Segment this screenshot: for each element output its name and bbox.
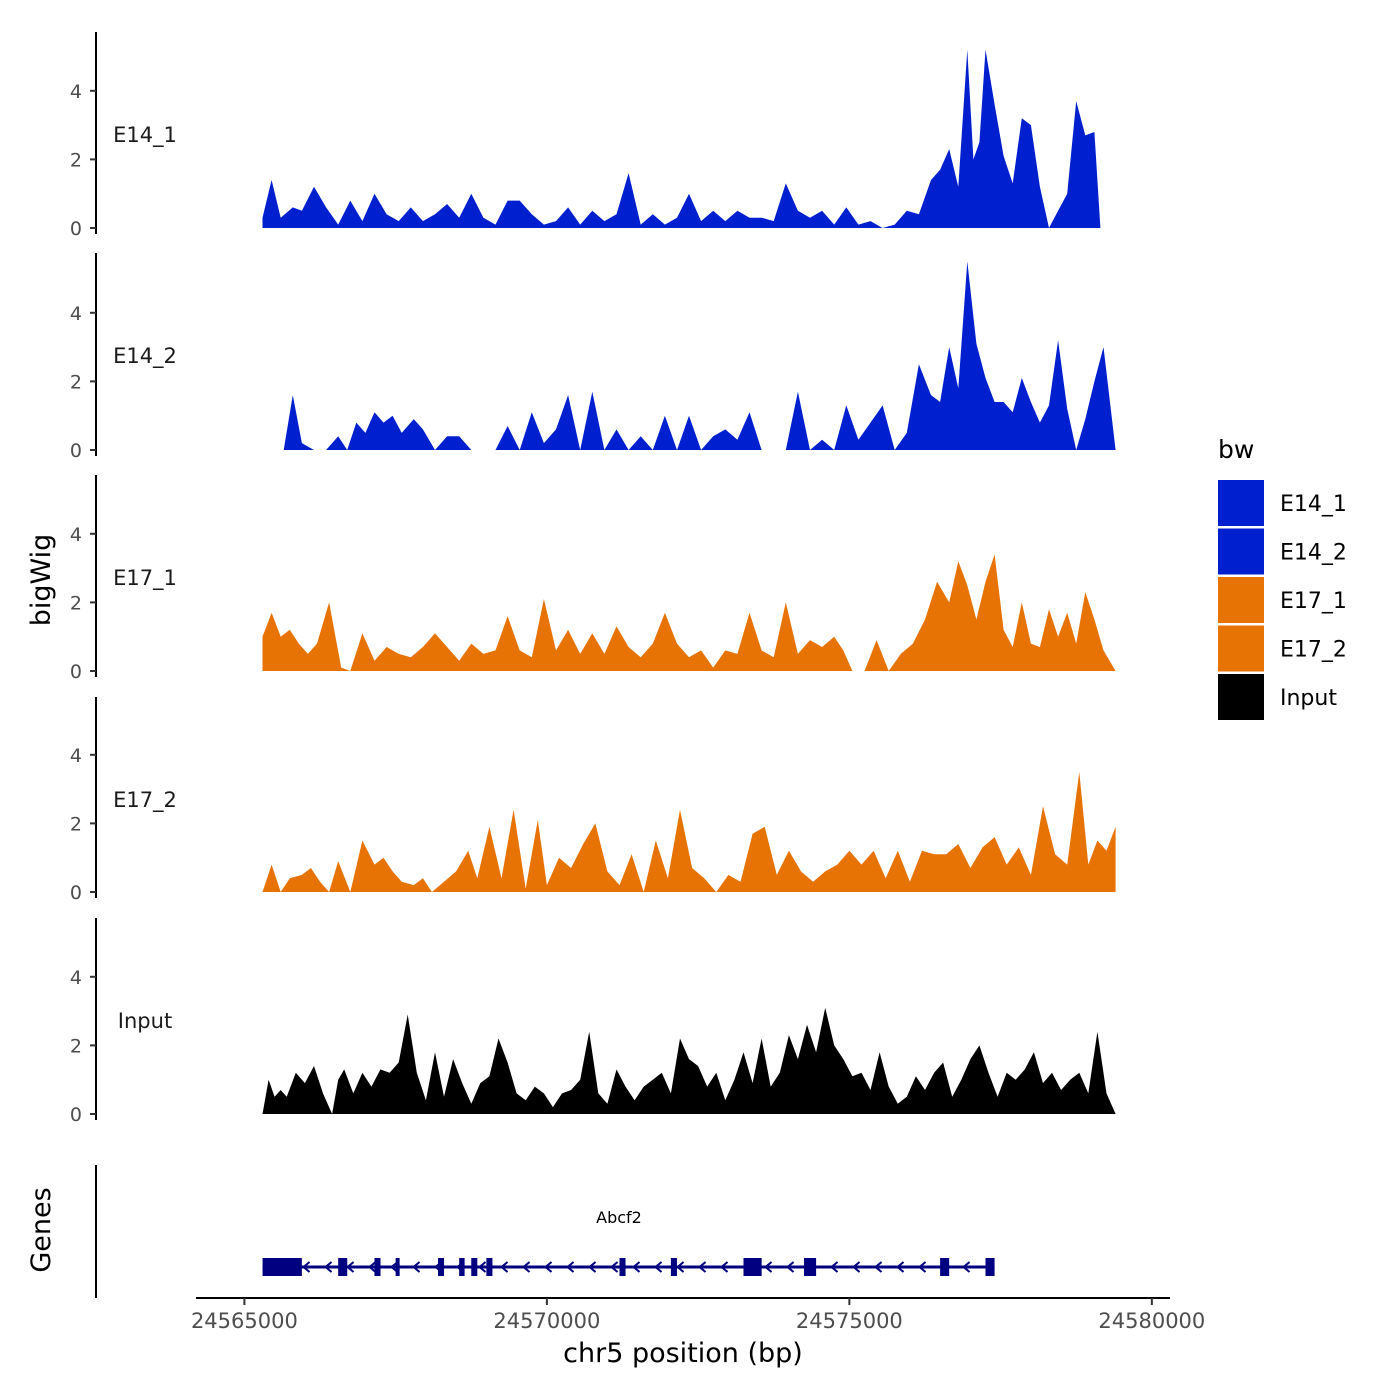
strand-arrow [829, 1261, 839, 1273]
gene-exon [338, 1258, 348, 1276]
track-label: E14_2 [113, 344, 177, 369]
y-tick-label: 2 [70, 1035, 82, 1057]
gene-exon [437, 1258, 445, 1276]
gene-exon [670, 1258, 677, 1276]
strand-arrow [477, 1261, 487, 1273]
gene-exon [803, 1258, 817, 1276]
strand-arrow [543, 1261, 553, 1273]
strand-arrow [675, 1261, 685, 1273]
strand-arrow [851, 1261, 861, 1273]
strand-arrow [323, 1261, 333, 1273]
track-label: E17_1 [113, 566, 177, 591]
x-tick-label: 24570000 [493, 1309, 600, 1333]
legend-label: E17_1 [1280, 589, 1347, 614]
y-tick-label: 2 [70, 149, 82, 171]
strand-arrow [631, 1261, 641, 1273]
x-axis-title: chr5 position (bp) [563, 1338, 803, 1369]
y-tick-label: 2 [70, 592, 82, 614]
legend-title: bw [1218, 435, 1254, 464]
gene-exon [486, 1258, 493, 1276]
y-tick-label: 0 [70, 1104, 82, 1126]
signal-tracks: 0 2 4 E14_1 0 2 4 E14_2 0 2 4 E17_1 0 2 4 E17_2 0 2 4 Input [70, 32, 1116, 1126]
strand-arrow [653, 1261, 663, 1273]
area-Input [262, 1007, 1116, 1114]
gene-exon [619, 1258, 626, 1276]
track-E14_1: 0 2 4 E14_1 [70, 32, 1116, 240]
gene-model: Abcf2 [262, 1208, 995, 1276]
strand-arrow [719, 1261, 729, 1273]
y-tick-label: 4 [70, 81, 82, 103]
strand-arrow [521, 1261, 531, 1273]
y-tick-label: 4 [70, 967, 82, 989]
y-tick-label: 0 [70, 882, 82, 904]
strand-arrow [873, 1261, 883, 1273]
strand-arrow [917, 1261, 927, 1273]
track-label: Input [118, 1009, 172, 1033]
gene-exon [471, 1258, 478, 1276]
strand-arrow [895, 1261, 905, 1273]
legend-swatch [1218, 625, 1264, 672]
y-tick-label: 0 [70, 440, 82, 462]
x-tick-label: 24575000 [796, 1309, 903, 1333]
x-ticks: 24565000 24570000 24575000 24580000 [191, 1298, 1205, 1333]
legend: bw E14_1 E14_2 E17_1 E17_2 Input [1218, 435, 1347, 720]
legend-label: E14_1 [1280, 492, 1347, 517]
gene-exon [459, 1258, 465, 1276]
x-tick-label: 24565000 [191, 1309, 298, 1333]
gene-panel-label: Genes [26, 1187, 57, 1272]
strand-arrow [345, 1261, 355, 1273]
x-axis: 24565000 24570000 24575000 24580000 chr5 po… [191, 1297, 1205, 1369]
strand-arrow [411, 1261, 421, 1273]
legend-swatch [1218, 480, 1264, 526]
strand-arrow [389, 1261, 399, 1273]
track-label: E17_2 [113, 788, 177, 813]
strand-arrow [609, 1261, 619, 1273]
gene-exon [262, 1258, 302, 1276]
gene-exon [940, 1258, 950, 1276]
track-Input: 0 2 4 Input [70, 918, 1116, 1126]
gene-panel: Genes Abcf2 [26, 1165, 995, 1298]
y-tick-label: 0 [70, 218, 82, 240]
gene-exon [374, 1258, 381, 1276]
area-E17_1 [262, 554, 1116, 671]
legend-label: Input [1280, 686, 1337, 711]
legend-swatch [1218, 528, 1264, 575]
y-tick-label: 2 [70, 813, 82, 835]
gene-name-label: Abcf2 [596, 1208, 642, 1227]
y-tick-label: 2 [70, 371, 82, 393]
legend-items: E14_1 E14_2 E17_1 E17_2 Input [1218, 480, 1347, 720]
y-tick-label: 4 [70, 745, 82, 767]
strand-arrow [763, 1261, 773, 1273]
track-E17_2: 0 2 4 E17_2 [70, 697, 1116, 904]
area-E14_1 [262, 49, 1116, 228]
y-axis-title-text: bigWig [26, 534, 57, 627]
strand-arrow [499, 1261, 509, 1273]
gene-exon [985, 1258, 995, 1276]
strand-arrow [961, 1261, 971, 1273]
y-axis-title: bigWig [26, 534, 57, 627]
y-tick-label: 4 [70, 303, 82, 325]
strand-arrow [785, 1261, 795, 1273]
area-E17_2 [262, 772, 1116, 892]
strand-arrow [697, 1261, 707, 1273]
area-E14_2 [262, 261, 1116, 450]
strand-arrow [587, 1261, 597, 1273]
legend-label: E17_2 [1280, 638, 1347, 663]
y-tick-label: 0 [70, 661, 82, 683]
gene-exon [743, 1258, 762, 1276]
legend-swatch [1218, 577, 1264, 623]
track-E17_1: 0 2 4 E17_1 [70, 475, 1116, 683]
y-tick-label: 4 [70, 524, 82, 546]
strand-arrow [565, 1261, 575, 1273]
strand-arrow [367, 1261, 377, 1273]
track-label: E14_1 [113, 123, 177, 148]
track-E14_2: 0 2 4 E14_2 [70, 253, 1116, 462]
strand-arrow [301, 1261, 311, 1273]
gene-exon [395, 1258, 400, 1276]
legend-swatch [1218, 674, 1264, 720]
legend-label: E14_2 [1280, 541, 1347, 566]
x-tick-label: 24580000 [1098, 1309, 1205, 1333]
